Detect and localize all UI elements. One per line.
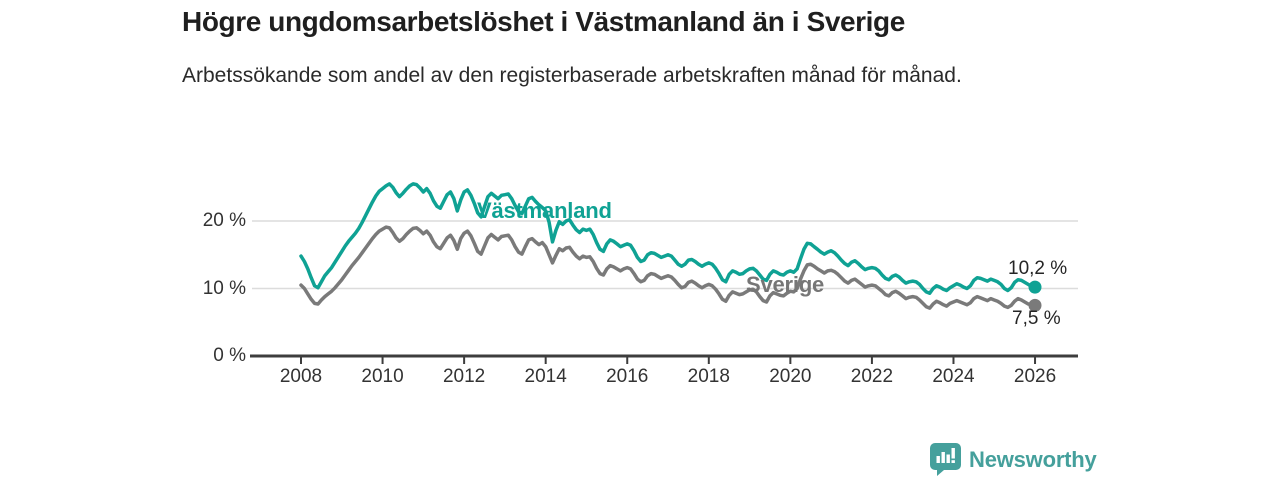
y-axis-label-10: 10 % <box>202 277 246 299</box>
x-axis-label-2022: 2022 <box>850 366 894 387</box>
x-axis-label-2016: 2016 <box>606 366 649 387</box>
newsworthy-icon <box>930 443 961 476</box>
x-axis-label-2010: 2010 <box>361 366 404 387</box>
newsworthy-wordmark: Newsworthy <box>969 446 1097 472</box>
x-axis-label-2020: 2020 <box>769 366 812 387</box>
end-value-label-sverige: 7,5 % <box>1012 308 1061 329</box>
x-axis-label-2018: 2018 <box>687 366 730 387</box>
x-axis-label-2026: 2026 <box>1013 366 1057 387</box>
chart-title: Högre ungdomsarbetslöshet i Västmanland … <box>182 6 905 37</box>
series-label-sverige: Sverige <box>746 272 825 297</box>
end-value-label-vastmanland: 10,2 % <box>1008 258 1068 279</box>
newsworthy-logo[interactable]: Newsworthy <box>930 443 1097 476</box>
y-axis-label-0: 0 % <box>213 345 246 366</box>
y-axis-label-20: 20 % <box>202 210 246 231</box>
series-label-vastmanland: Västmanland <box>477 198 612 223</box>
chart-subtitle: Arbetssökande som andel av den registerb… <box>182 64 962 87</box>
x-axis-label-2024: 2024 <box>932 366 975 387</box>
x-axis-label-2014: 2014 <box>524 366 567 387</box>
x-axis-label-2008: 2008 <box>279 366 323 387</box>
x-axis-label-2012: 2012 <box>442 366 486 387</box>
